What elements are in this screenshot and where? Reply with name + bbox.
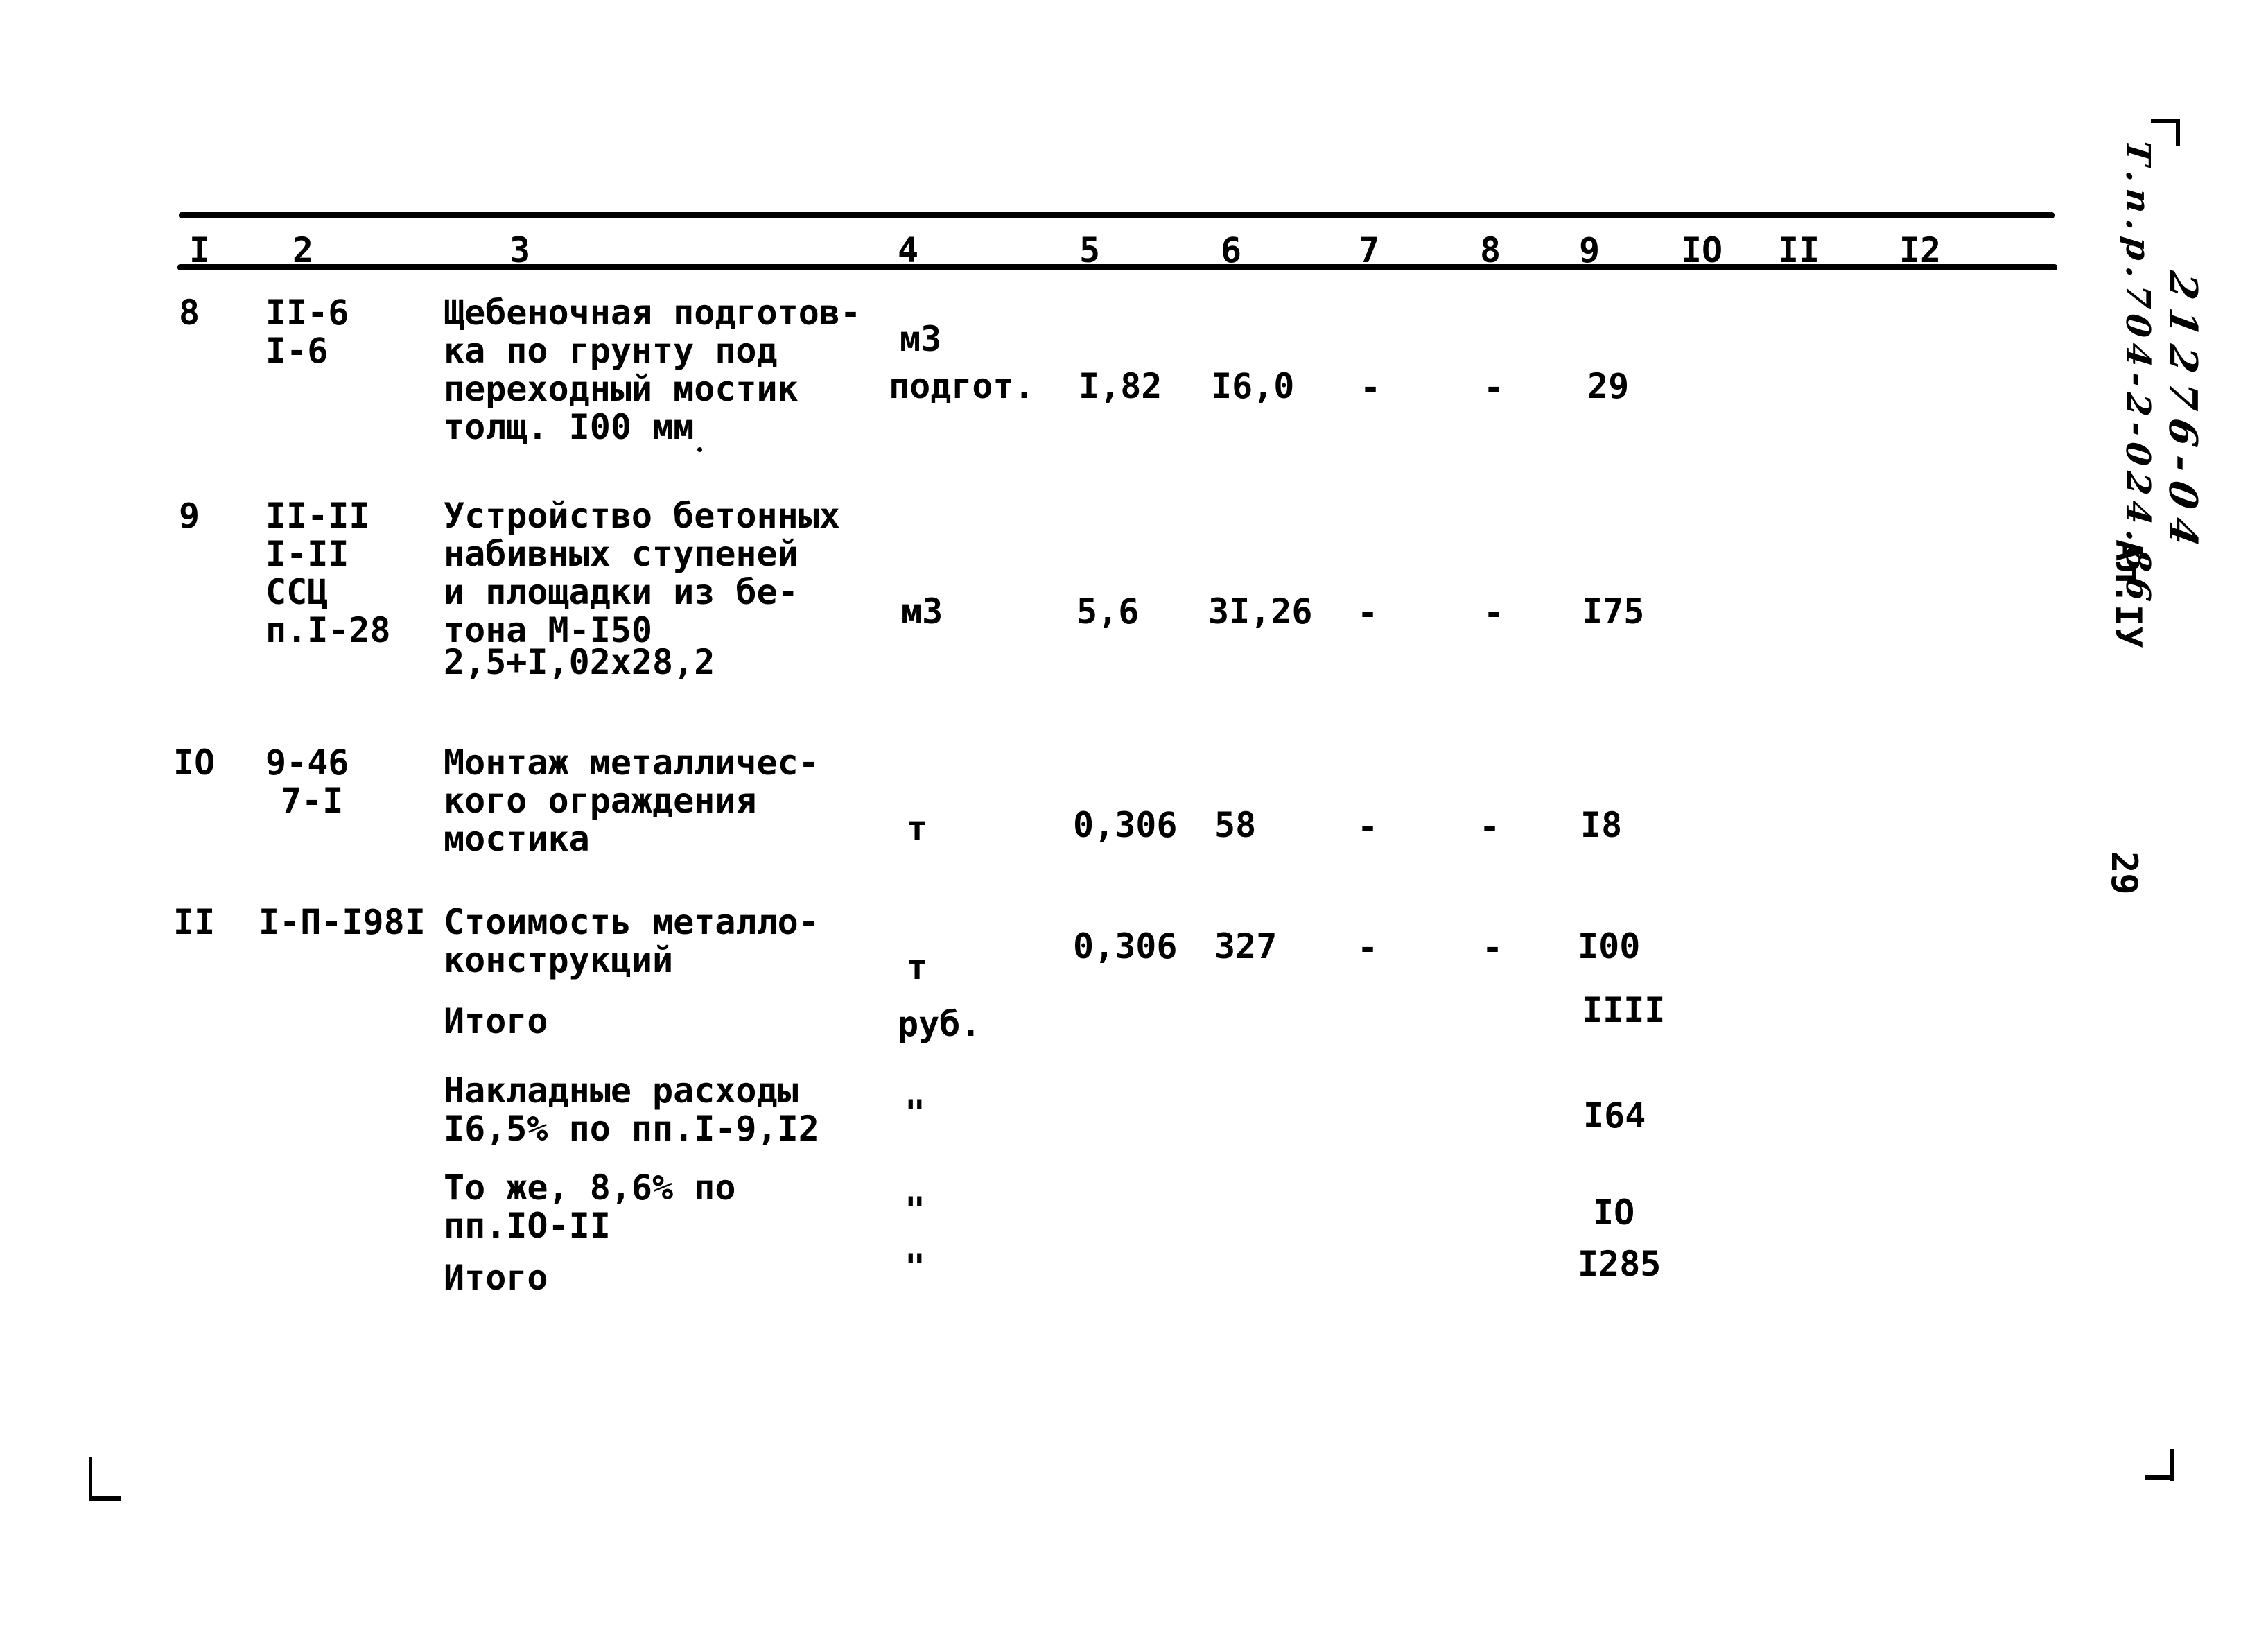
description-line: ка по грунту под [444,331,778,371]
work-description: Стоимость металло- конструкций [444,903,819,980]
col-header-5: 5 [1079,230,1101,270]
work-code: II-6 I-6 [265,294,349,370]
summary-label-line: I6,5% по пп.I-9,I2 [444,1109,819,1149]
dash: - [1482,928,1503,968]
work-code: II-II I-II ССЦ п.I-28 [265,497,391,650]
table-top-border [179,212,2055,218]
unit-cost: 3I,26 [1208,591,1313,632]
work-description: Щебеночная подготов- ка по грунту под пе… [444,294,861,446]
code-line: II-6 [265,293,349,333]
total-cost: I75 [1582,591,1645,632]
dash: - [1357,928,1379,968]
dash: - [1483,593,1505,633]
col-header-11: II [1777,230,1820,270]
summary-total: I285 [1578,1244,1661,1284]
album-number: Ал.IУ [2107,539,2149,648]
code-line: I-II [265,534,349,574]
description-line: переходный мостик [444,369,799,409]
summary-total: I64 [1583,1095,1646,1136]
corner-mark-bottom-left [89,1457,121,1501]
summary-total: IO [1593,1193,1635,1233]
col-header-6: 6 [1220,230,1242,270]
document-code-stamp: Т.п.р.704-2-024.86 [2118,138,2157,609]
calculation-formula: 2,5+I,02x28,2 [444,642,715,682]
total-cost: 29 [1587,366,1630,406]
col-header-9: 9 [1578,230,1600,270]
description-line: конструкций [444,940,674,980]
page-number: 29 [2103,851,2145,895]
col-header-2: 2 [292,230,314,270]
unit-cost: 58 [1214,805,1257,845]
col-header-1: I [189,230,211,270]
summary-label: Накладные расходы I6,5% по пп.I-9,I2 [444,1072,819,1148]
code-line: ССЦ [265,572,329,612]
unit: м3 [900,319,942,359]
dash: - [1357,593,1379,633]
col-header-3: 3 [509,230,531,270]
unit: т [907,947,928,987]
row-number: 9 [179,496,200,536]
summary-label-line: пп.IO-II [444,1206,611,1246]
corner-mark-top-right [2151,119,2180,146]
code-line: п.I-28 [265,610,391,650]
code-line: 9-46 [265,743,349,783]
scan-speck [697,447,702,452]
row-number: II [173,902,216,942]
code-line: I-6 [265,331,329,371]
quantity: I,82 [1079,366,1162,406]
col-header-7: 7 [1358,230,1380,270]
description-line: Монтаж металличес- [444,743,819,783]
row-number: 8 [179,293,200,333]
corner-mark-bottom-right [2170,1449,2174,1481]
dash: - [1360,367,1381,408]
dash: - [1483,367,1505,408]
dash: - [1357,807,1379,847]
table-header-border [177,264,2057,270]
description-line: мостика [444,819,590,859]
unit-cost: 327 [1214,926,1277,966]
quantity: 5,6 [1076,591,1140,632]
unit: руб. [898,1004,982,1044]
summary-label-line: То же, 8,6% по [444,1168,736,1208]
code-line: I-П-I98I [259,902,426,942]
description-line: и площадки из бе- [444,572,799,612]
description-line: Стоимость металло- [444,902,819,942]
description-line: Устройство бетонных [444,496,840,536]
description-line: Щебеночная подготов- [444,293,862,333]
total-cost: I8 [1580,805,1623,845]
col-header-12: I2 [1899,230,1942,270]
summary-label-line: Накладные расходы [444,1070,799,1111]
col-header-8: 8 [1479,230,1501,270]
ditto-mark: " [905,1247,926,1287]
description-line: толщ. I00 мм [444,407,695,447]
row-number: IO [173,743,216,783]
inventory-number-handwritten: 21276-04 [2160,268,2206,559]
description-line: набивных ступеней [444,534,799,574]
quantity: 0,306 [1073,805,1178,845]
col-header-4: 4 [897,230,919,270]
description-line: тона М-I50 [444,610,653,650]
corner-mark-bottom-right [2145,1475,2170,1480]
work-description: Устройство бетонных набивных ступеней и … [444,497,840,650]
summary-label: Итого [444,1001,548,1041]
summary-label: То же, 8,6% по пп.IO-II [444,1169,735,1245]
ditto-mark: " [905,1093,926,1133]
dash: - [1479,807,1501,847]
unit: подгот. [889,366,1035,406]
code-line: II-II [265,496,370,536]
quantity: 0,306 [1073,926,1178,966]
summary-total: IIII [1582,990,1666,1030]
summary-label: Итого [444,1258,548,1298]
unit: м3 [901,591,943,632]
col-header-10: IO [1680,230,1723,270]
code-line: 7-I [281,781,344,821]
total-cost: I00 [1578,926,1641,966]
unit-cost: I6,0 [1211,366,1295,406]
unit: т [907,808,928,849]
work-description: Монтаж металличес- кого ограждения мости… [444,744,819,858]
ditto-mark: " [905,1190,926,1230]
description-line: кого ограждения [444,781,757,821]
